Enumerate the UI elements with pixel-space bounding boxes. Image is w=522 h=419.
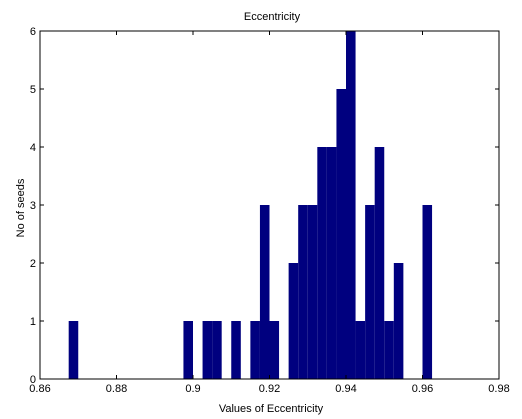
histogram-bar (422, 205, 433, 379)
histogram-bar (269, 321, 280, 379)
histogram-bar (259, 205, 270, 379)
histogram-bar (231, 321, 241, 379)
y-axis-label: No of seeds (15, 178, 27, 237)
y-tick-label: 4 (30, 142, 36, 154)
histogram-bar (365, 205, 375, 379)
x-tick-label: 0.98 (488, 383, 509, 395)
x-tick-label: 0.88 (106, 383, 127, 395)
histogram-bar (326, 147, 337, 379)
histogram-bar (288, 263, 299, 379)
chart-title: Eccentricity (244, 11, 301, 23)
histogram-bar (298, 205, 308, 379)
x-tick-label: 0.92 (259, 383, 280, 395)
x-tick-label: 0.96 (412, 383, 433, 395)
x-axis-label: Values of Eccentricity (219, 403, 324, 415)
y-tick-label: 1 (30, 316, 36, 328)
histogram-bar (384, 321, 394, 379)
x-tick-label: 0.94 (335, 383, 356, 395)
y-axis-ticks: 0 1 2 3 4 5 6 (30, 26, 499, 386)
histogram-bar (317, 147, 327, 379)
x-tick-label: 0.9 (185, 383, 200, 395)
histogram-bar (374, 147, 385, 379)
x-tick-label: 0.86 (29, 383, 50, 395)
histogram-bar (250, 321, 260, 379)
histogram-bar (393, 263, 404, 379)
histogram-bar (202, 321, 213, 379)
y-tick-label: 2 (30, 258, 36, 270)
x-axis-ticks: 0.86 0.88 0.9 0.92 0.94 0.96 0.98 (29, 31, 510, 395)
histogram-bar (336, 89, 346, 379)
histogram-bar (355, 321, 366, 379)
bar-group (68, 31, 433, 379)
histogram-bar (307, 205, 318, 379)
y-tick-label: 3 (30, 200, 36, 212)
histogram-bar (183, 321, 193, 379)
y-tick-label: 6 (30, 26, 36, 38)
y-tick-label: 0 (30, 374, 36, 386)
histogram-bar (212, 321, 222, 379)
y-tick-label: 5 (30, 84, 36, 96)
histogram-bar (346, 31, 356, 379)
histogram-bar (68, 321, 79, 379)
